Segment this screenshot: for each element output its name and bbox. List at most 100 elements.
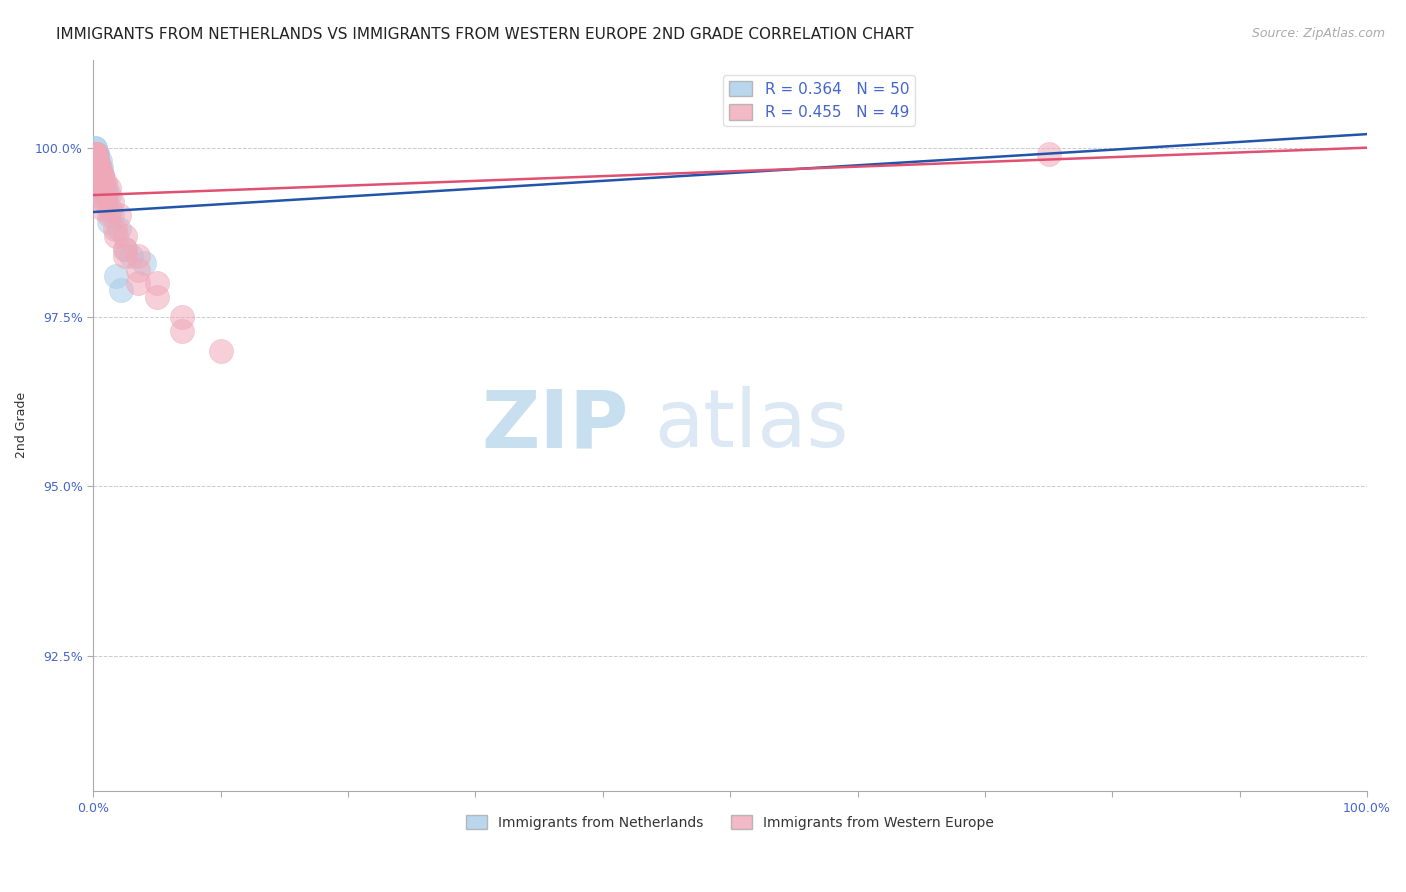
- Point: [86, 154, 108, 169]
- Point: [89, 154, 111, 169]
- Point: [86, 154, 108, 169]
- Point: [84, 147, 107, 161]
- Point: [172, 310, 194, 324]
- Point: [93, 175, 115, 189]
- Point: [87, 161, 110, 175]
- Point: [90, 175, 112, 189]
- Point: [114, 228, 136, 243]
- Point: [84, 147, 107, 161]
- Legend: Immigrants from Netherlands, Immigrants from Western Europe: Immigrants from Netherlands, Immigrants …: [461, 810, 1000, 836]
- Point: [84, 147, 107, 161]
- Point: [90, 188, 112, 202]
- Point: [114, 249, 136, 263]
- Y-axis label: 2nd Grade: 2nd Grade: [15, 392, 28, 458]
- Point: [90, 168, 112, 182]
- Point: [146, 276, 169, 290]
- Point: [83, 147, 105, 161]
- Point: [127, 262, 149, 277]
- Point: [86, 161, 108, 175]
- Point: [127, 249, 149, 263]
- Point: [84, 154, 107, 169]
- Point: [83, 154, 105, 169]
- Point: [84, 147, 107, 161]
- Point: [87, 168, 110, 182]
- Point: [93, 194, 115, 209]
- Point: [86, 154, 108, 169]
- Point: [105, 269, 128, 284]
- Point: [86, 154, 108, 169]
- Point: [120, 249, 142, 263]
- Text: IMMIGRANTS FROM NETHERLANDS VS IMMIGRANTS FROM WESTERN EUROPE 2ND GRADE CORRELAT: IMMIGRANTS FROM NETHERLANDS VS IMMIGRANT…: [56, 27, 914, 42]
- Point: [97, 181, 120, 195]
- Point: [87, 161, 110, 175]
- Point: [89, 168, 111, 182]
- Point: [86, 147, 108, 161]
- Point: [90, 168, 112, 182]
- Point: [87, 161, 110, 175]
- Point: [87, 168, 110, 182]
- Point: [86, 147, 108, 161]
- Point: [105, 228, 128, 243]
- Point: [91, 181, 114, 195]
- Point: [86, 154, 108, 169]
- Point: [84, 147, 107, 161]
- Point: [94, 188, 117, 202]
- Point: [83, 141, 105, 155]
- Point: [114, 242, 136, 256]
- Point: [86, 161, 108, 175]
- Point: [83, 147, 105, 161]
- Point: [91, 168, 114, 182]
- Point: [83, 147, 105, 161]
- Point: [104, 222, 127, 236]
- Point: [89, 175, 111, 189]
- Point: [1038, 147, 1060, 161]
- Point: [93, 202, 115, 216]
- Point: [87, 161, 110, 175]
- Point: [90, 161, 112, 175]
- Point: [83, 141, 105, 155]
- Point: [83, 147, 105, 161]
- Point: [86, 147, 108, 161]
- Point: [91, 168, 114, 182]
- Point: [91, 181, 114, 195]
- Point: [101, 194, 124, 209]
- Point: [134, 256, 156, 270]
- Point: [146, 290, 169, 304]
- Text: Source: ZipAtlas.com: Source: ZipAtlas.com: [1251, 27, 1385, 40]
- Point: [127, 276, 149, 290]
- Point: [83, 147, 105, 161]
- Point: [93, 175, 115, 189]
- Point: [86, 161, 108, 175]
- Point: [107, 208, 129, 222]
- Point: [83, 147, 105, 161]
- Point: [84, 154, 107, 169]
- Point: [83, 154, 105, 169]
- Point: [98, 202, 121, 216]
- Point: [84, 154, 107, 169]
- Point: [93, 175, 115, 189]
- Point: [101, 208, 124, 222]
- Text: atlas: atlas: [654, 386, 848, 465]
- Point: [172, 324, 194, 338]
- Point: [84, 154, 107, 169]
- Point: [93, 194, 115, 209]
- Point: [87, 154, 110, 169]
- Point: [110, 283, 132, 297]
- Point: [84, 147, 107, 161]
- Point: [86, 154, 108, 169]
- Point: [209, 343, 232, 358]
- Point: [114, 242, 136, 256]
- Point: [84, 154, 107, 169]
- Text: ZIP: ZIP: [481, 386, 628, 465]
- Point: [107, 222, 129, 236]
- Point: [97, 188, 120, 202]
- Point: [89, 161, 111, 175]
- Point: [83, 147, 105, 161]
- Point: [83, 147, 105, 161]
- Point: [97, 208, 120, 222]
- Point: [90, 188, 112, 202]
- Point: [97, 215, 120, 229]
- Point: [89, 175, 111, 189]
- Point: [86, 154, 108, 169]
- Point: [94, 181, 117, 195]
